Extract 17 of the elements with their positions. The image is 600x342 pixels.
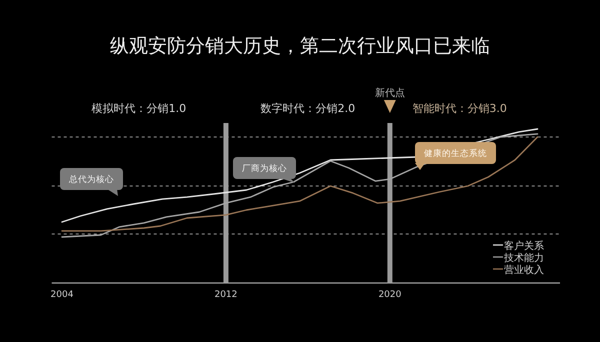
x-tick-label: 2012 <box>214 290 238 300</box>
text: 智能时代：分销3.0 <box>412 102 507 115</box>
annotation: 厂商为核心 <box>242 163 287 174</box>
chart-title: 纵观安防分销大历史，第二次行业风口已来临 <box>110 35 490 57</box>
callout: 总代为核心 <box>60 168 123 196</box>
x-tick-label: 2004 <box>50 290 74 300</box>
callout: 健康的生态系统 <box>415 142 496 170</box>
legend-label: 技术能力 <box>503 252 544 264</box>
text: 数字时代：分销2.0 <box>260 102 356 115</box>
annotation: 健康的生态系统 <box>424 148 487 159</box>
annotation: 总代为核心 <box>68 174 114 185</box>
legend-label: 营业收入 <box>504 264 544 276</box>
ref-line-label: 新代点 <box>374 87 405 99</box>
callout: 厂商为核心 <box>233 157 296 183</box>
text: 模拟时代：分销1.0 <box>92 102 186 115</box>
legend-label: 客户关系 <box>504 240 544 252</box>
x-tick-label: 2020 <box>378 290 402 300</box>
